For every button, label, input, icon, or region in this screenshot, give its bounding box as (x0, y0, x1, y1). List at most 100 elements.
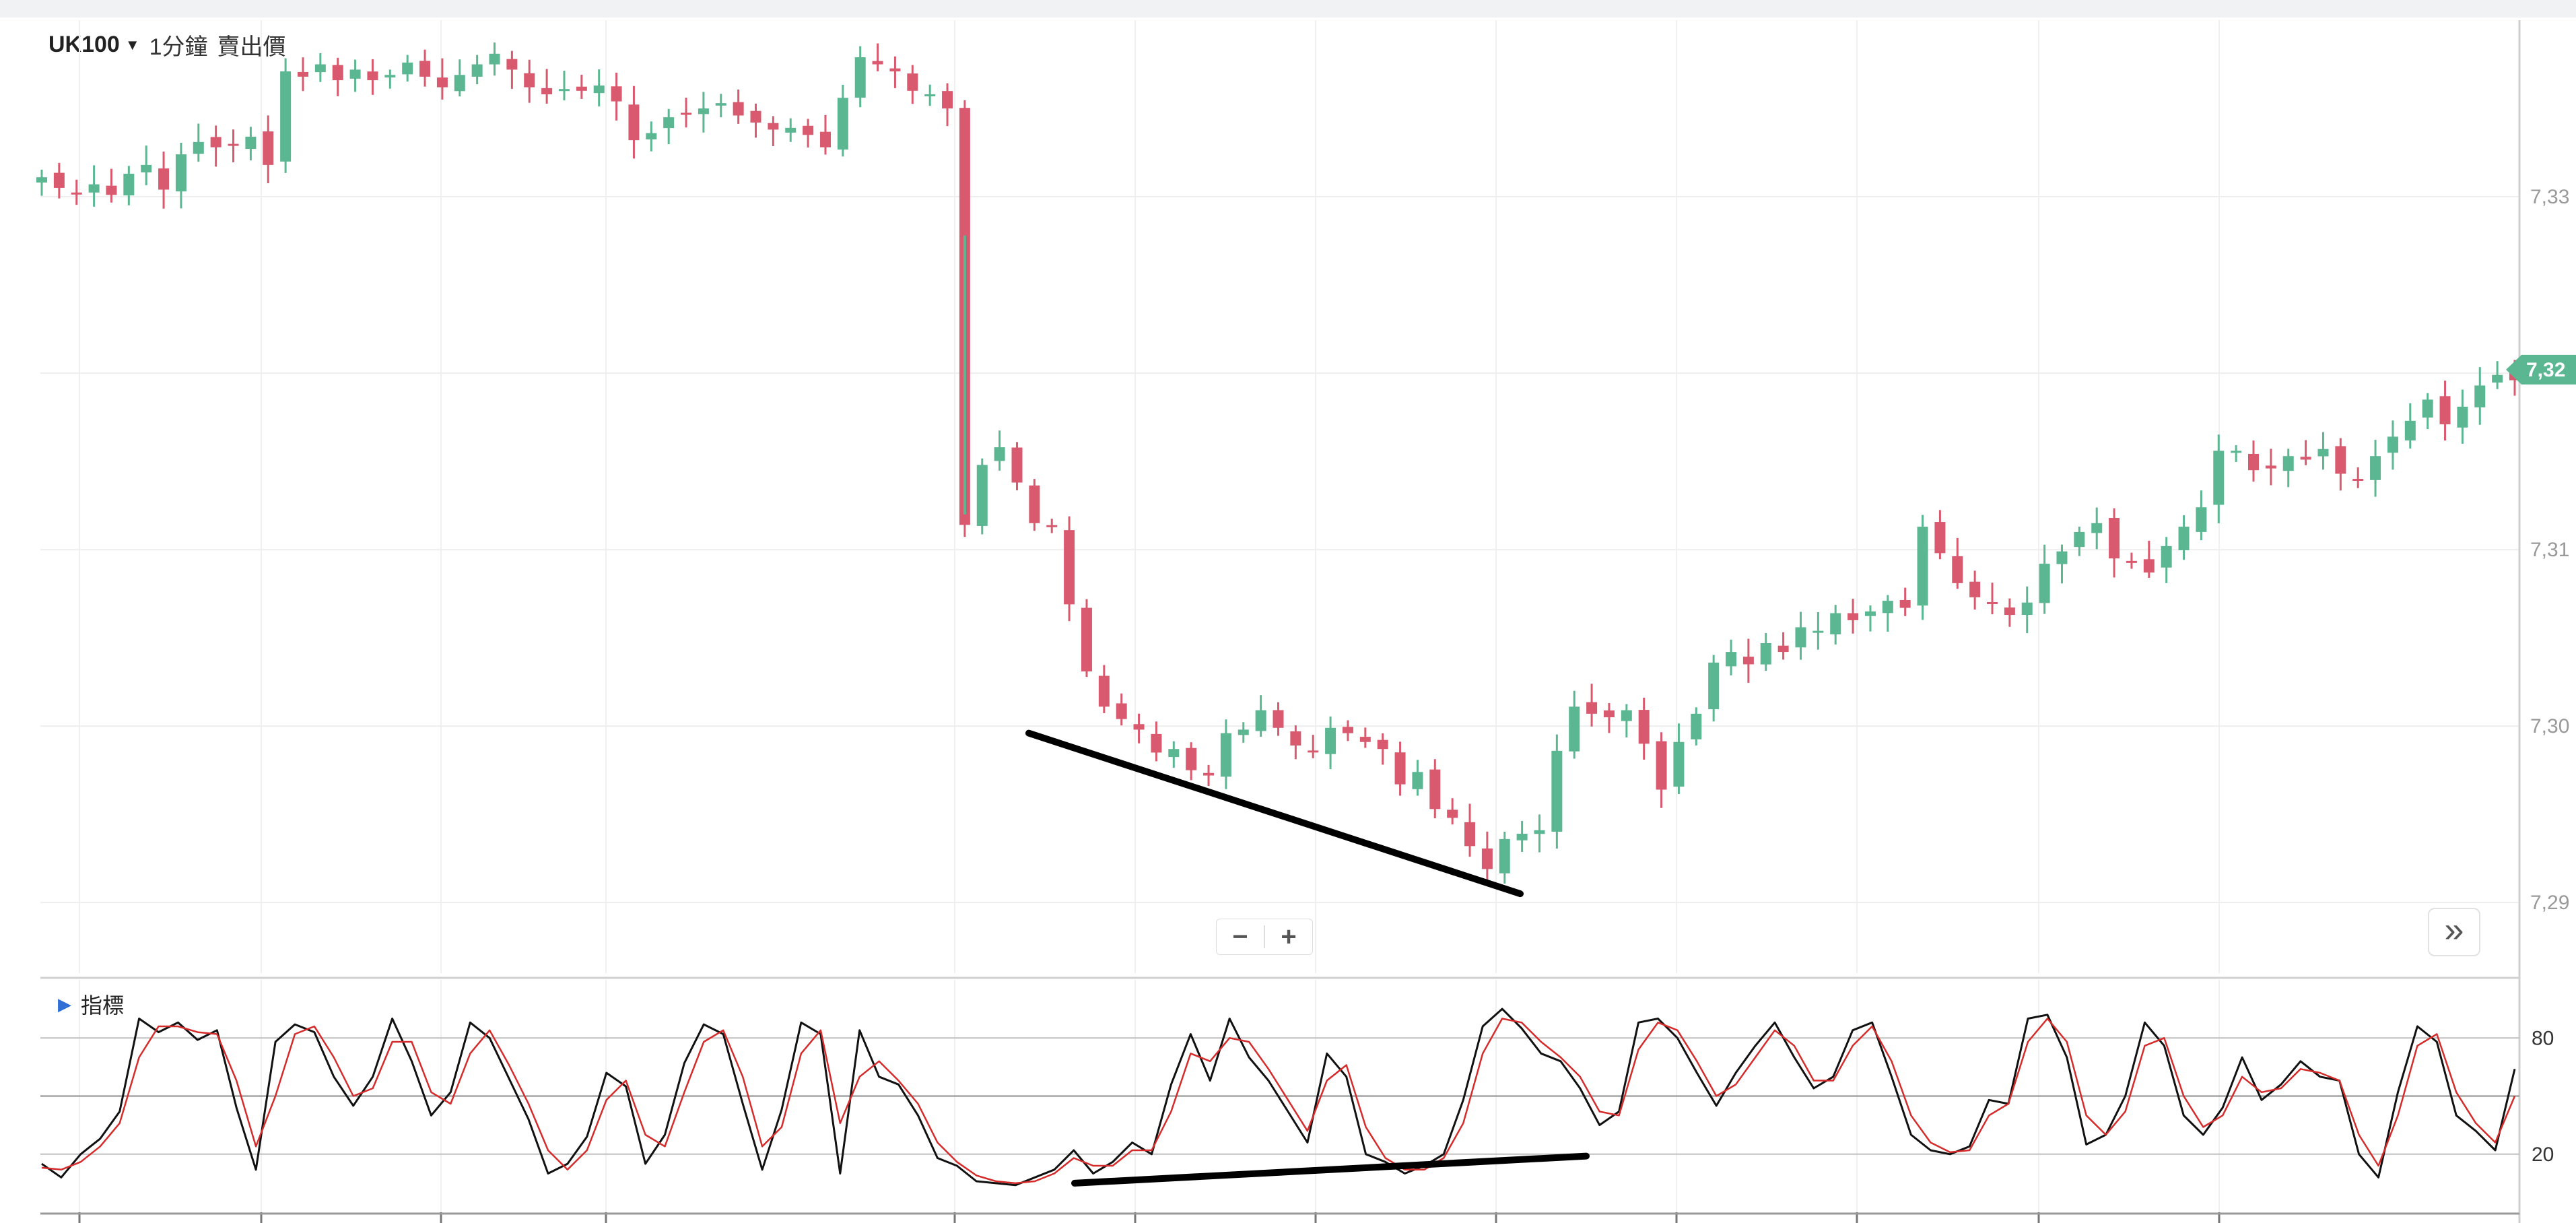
current-price-label: 7,32 (2526, 359, 2565, 381)
candle-body (1273, 710, 1284, 728)
candle-body (263, 131, 274, 165)
candle-body (1429, 769, 1441, 809)
candle-body (436, 77, 448, 88)
candle-body (593, 85, 605, 94)
candle-body (280, 71, 292, 162)
candle-body (733, 102, 744, 116)
candle-body (1151, 733, 1162, 753)
candle-body (1726, 652, 1737, 667)
candle-body (785, 127, 796, 133)
candle-body (158, 168, 170, 190)
candle-body (1812, 630, 1824, 633)
oscillator-tick-label: 80 (2532, 1027, 2554, 1049)
candle-body (1534, 830, 1545, 834)
symbol-selector[interactable]: UK100 (48, 32, 120, 57)
candle-body (2404, 420, 2416, 441)
candle-body (1394, 752, 1406, 785)
trendlines (1025, 729, 1590, 1187)
timeframe-label[interactable]: 1分鐘 (149, 34, 208, 60)
candle-body (1447, 809, 1458, 818)
candle-body (1255, 710, 1266, 731)
candle-body (228, 143, 239, 146)
candle-body (2143, 559, 2155, 573)
zoom-out-button[interactable]: − (1232, 922, 1248, 952)
candle-body (1064, 530, 1075, 605)
candle-body (541, 88, 553, 95)
candle-body (1569, 706, 1580, 752)
zoom-in-button[interactable]: + (1281, 922, 1297, 952)
indicator-toggle[interactable]: ▶ 指標 (58, 989, 124, 1020)
candle-body (1168, 749, 1180, 758)
candle-body (1742, 657, 1754, 665)
candle-body (2317, 449, 2329, 457)
candle-body (419, 61, 431, 77)
candle-body (1133, 724, 1145, 730)
candle-body (2370, 456, 2381, 480)
candle-body (2021, 602, 2033, 616)
candle-body (1795, 627, 1806, 648)
candle-body (558, 89, 570, 92)
price-tick-label: 7,30 (2530, 715, 2569, 737)
candle-body (715, 103, 726, 106)
candle-body (854, 57, 866, 98)
candle-body (1290, 731, 1301, 746)
candle-body (1882, 601, 1893, 614)
candle-body (1011, 447, 1023, 483)
candle-body (2282, 456, 2294, 471)
candle-body (454, 75, 465, 92)
candle-body (1638, 710, 1650, 744)
candle-body (819, 131, 831, 147)
candle-body (1760, 642, 1771, 665)
candle-body (942, 91, 953, 109)
candle-body (2474, 385, 2486, 407)
top-bar (0, 0, 2576, 18)
expand-chart-button[interactable]: » (2428, 908, 2480, 956)
candle-body (1046, 525, 1058, 527)
candle-body (210, 137, 222, 147)
candle-body (1098, 675, 1110, 707)
candle-body (628, 104, 640, 141)
candle-body (750, 110, 761, 123)
candle-body (837, 98, 848, 150)
candle-body (1203, 772, 1215, 776)
candle-body (314, 64, 326, 73)
candle-body (2039, 564, 2050, 603)
candle-body (2231, 451, 2242, 453)
candle-body (332, 65, 343, 81)
zoom-control: − + (1216, 919, 1313, 955)
candle-body (2387, 436, 2398, 453)
double-chevron-right-icon: » (2444, 911, 2464, 950)
candle-body (297, 71, 308, 77)
candle-body (1917, 527, 1928, 606)
candle-body (1325, 727, 1336, 754)
chevron-down-icon[interactable]: ▼ (125, 36, 140, 53)
candle-body (471, 64, 483, 77)
oscillator-tick-label: 20 (2532, 1144, 2554, 1166)
candle-body (193, 141, 204, 154)
candle-body (2196, 507, 2207, 532)
price-axis-labels: 7,337,327,317,307,297,32 (2506, 186, 2576, 914)
candle-body (924, 94, 936, 97)
candle-body (106, 185, 117, 195)
candle-body (367, 71, 378, 81)
candle-body (2126, 560, 2137, 563)
candle-body (1934, 522, 1946, 554)
candle-body (2109, 518, 2120, 559)
candle-body (1621, 710, 1632, 721)
candle-body (123, 173, 135, 196)
candle-body (349, 69, 361, 79)
candle-body (1952, 556, 1963, 583)
candle-body (53, 172, 65, 188)
candle-body (1308, 750, 1319, 753)
chart-header: UK100 ▼ 1分鐘 賣出價 (48, 28, 286, 61)
price-type-label: 賣出價 (217, 34, 286, 60)
candlestick-series (36, 42, 2520, 884)
price-trendline (1025, 729, 1524, 898)
candle-body (71, 192, 82, 195)
candle-body (2161, 546, 2172, 568)
candle-body (1220, 733, 1231, 777)
candle-body (1238, 729, 1249, 735)
candle-body (1186, 748, 1197, 770)
candle-body (1359, 737, 1371, 742)
